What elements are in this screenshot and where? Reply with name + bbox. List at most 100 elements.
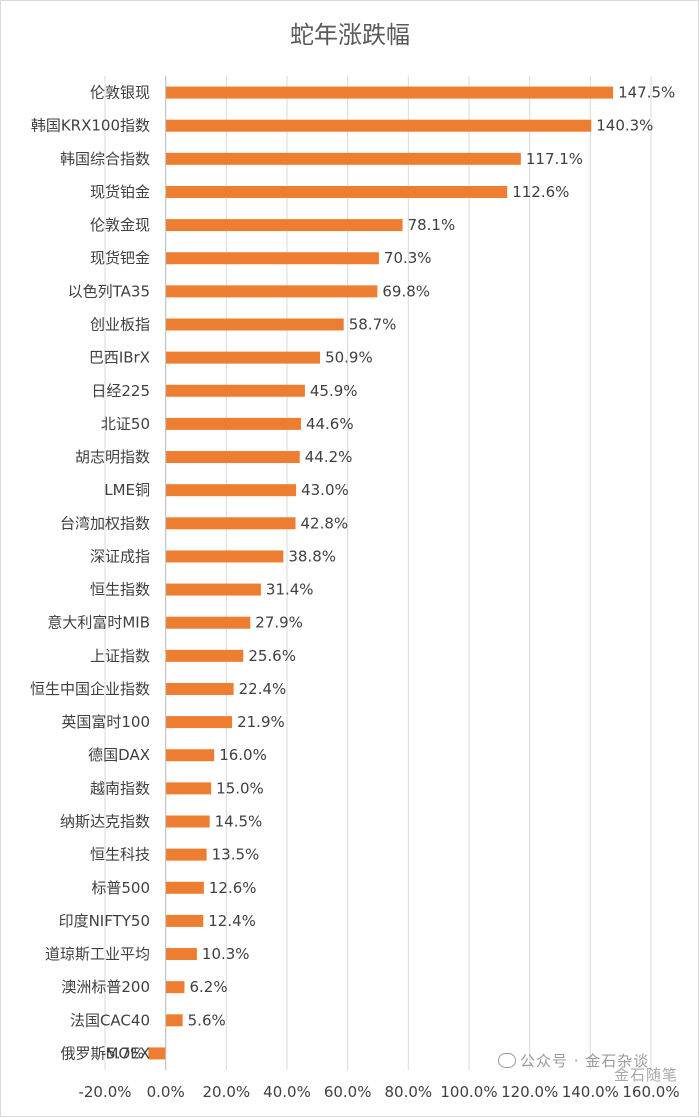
data-label: 117.1% <box>526 150 583 168</box>
data-label: 13.5% <box>212 846 260 864</box>
data-label: 14.5% <box>215 813 263 831</box>
x-axis-tick-labels: -20.0% 0.0% 20.0% 40.0% 60.0% 80.0% 100.0% 120.… <box>78 1083 679 1101</box>
watermark-subtitle: 金石随笔 <box>614 1066 679 1084</box>
category-label: 法国CAC40 <box>70 1011 150 1029</box>
bar <box>165 550 284 563</box>
data-label: 69.8% <box>382 282 430 300</box>
bar <box>165 119 592 132</box>
category-label: 德国DAX <box>88 746 150 764</box>
data-label: 78.1% <box>408 216 456 234</box>
category-label: 俄罗斯MOEX <box>60 1044 150 1062</box>
bar <box>165 318 344 331</box>
data-label: 70.3% <box>384 249 432 267</box>
data-label: 45.9% <box>310 382 358 400</box>
category-label: 伦敦银现 <box>90 84 150 102</box>
category-label: 胡志明指数 <box>75 448 150 466</box>
watermark-account: 公众号 · 金石杂谈 <box>520 1052 650 1070</box>
bar <box>165 782 212 795</box>
category-label: 韩国KRX100指数 <box>31 117 150 135</box>
data-label: 31.4% <box>266 581 314 599</box>
data-label: 44.2% <box>305 448 353 466</box>
data-label: 10.3% <box>202 945 250 963</box>
bar <box>165 682 234 695</box>
bar <box>165 484 297 497</box>
category-label: 北证50 <box>101 415 150 433</box>
bar <box>165 219 403 232</box>
data-label: 27.9% <box>255 614 303 632</box>
wechat-icon <box>498 1053 516 1068</box>
bar <box>165 384 305 397</box>
data-label: 42.8% <box>300 514 348 532</box>
x-tick-label: 120.0% <box>501 1083 558 1101</box>
data-label: 16.0% <box>219 746 267 764</box>
data-label: 15.0% <box>216 779 264 797</box>
data-label: 58.7% <box>349 316 397 334</box>
category-label: 意大利富时MIB <box>47 614 150 632</box>
bar <box>165 616 251 629</box>
category-label: 纳斯达克指数 <box>60 813 150 831</box>
data-label: 44.6% <box>306 415 354 433</box>
data-label: 25.6% <box>248 647 296 665</box>
x-tick-label: 160.0% <box>622 1083 679 1101</box>
bars <box>148 86 614 1060</box>
x-tick-label: 20.0% <box>203 1083 251 1101</box>
data-label: 50.9% <box>325 349 373 367</box>
data-label: 21.9% <box>237 713 285 731</box>
data-label: -5.7% <box>101 1044 145 1062</box>
bar <box>165 815 210 828</box>
category-label: 以色列TA35 <box>68 282 150 300</box>
chart-title: 蛇年涨跌幅 <box>290 21 410 49</box>
x-tick-label: 140.0% <box>562 1083 619 1101</box>
watermark: 公众号 · 金石杂谈 金石随笔 <box>498 1050 677 1084</box>
data-labels: 147.5% 140.3% 117.1% 112.6% 78.1% 70.3% 69.8% 5… <box>101 84 675 1063</box>
data-label: 43.0% <box>301 481 349 499</box>
category-label: 现货钯金 <box>90 249 150 267</box>
bar <box>165 948 197 961</box>
category-label: 印度NIFTY50 <box>59 912 150 930</box>
bar <box>165 881 204 894</box>
data-label: 6.2% <box>189 978 227 996</box>
data-label: 112.6% <box>512 183 569 201</box>
bar <box>165 914 204 927</box>
data-label: 12.6% <box>209 879 257 897</box>
x-tick-label: 40.0% <box>263 1083 311 1101</box>
x-tick-label: -20.0% <box>78 1083 131 1101</box>
category-label: 日经225 <box>91 382 150 400</box>
category-label: 伦敦金现 <box>90 216 150 234</box>
bar <box>165 451 300 464</box>
bar <box>165 716 233 729</box>
bar <box>165 252 379 265</box>
x-tick-label: 0.0% <box>147 1083 185 1101</box>
x-tick-label: 80.0% <box>385 1083 433 1101</box>
x-tick-label: 100.0% <box>440 1083 497 1101</box>
bar <box>165 417 301 430</box>
data-label: 12.4% <box>208 912 256 930</box>
bar <box>165 351 321 364</box>
x-tick-label: 60.0% <box>324 1083 372 1101</box>
bar <box>165 185 508 198</box>
category-label: 标普500 <box>91 879 150 897</box>
category-label: 越南指数 <box>90 779 150 797</box>
bar <box>165 848 207 861</box>
gridlines <box>104 76 652 1070</box>
category-label: 创业板指 <box>90 316 150 334</box>
bar <box>148 1047 166 1060</box>
bar <box>165 285 378 298</box>
bar <box>165 1014 183 1027</box>
data-label: 140.3% <box>596 117 653 135</box>
category-label: 韩国综合指数 <box>60 150 150 168</box>
data-label: 5.6% <box>188 1011 226 1029</box>
category-label: LME铜 <box>104 481 150 499</box>
category-label: 澳洲标普200 <box>61 978 150 996</box>
bar <box>165 86 614 99</box>
category-label: 上证指数 <box>90 647 150 665</box>
category-label: 道琼斯工业平均 <box>45 945 150 963</box>
data-label: 38.8% <box>288 547 336 565</box>
bar <box>165 649 244 662</box>
bar <box>165 749 215 762</box>
bar <box>165 517 296 530</box>
category-label: 恒生科技 <box>90 846 150 864</box>
